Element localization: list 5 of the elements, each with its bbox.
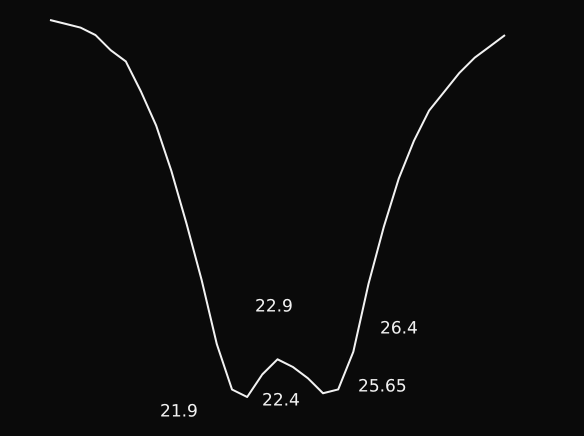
- annotation: 22.4: [262, 390, 300, 410]
- annotation: 26.4: [380, 318, 418, 338]
- text: 21.9: [160, 402, 198, 422]
- annotation: 22.9: [255, 296, 293, 316]
- annotation: 25.65: [358, 376, 407, 396]
